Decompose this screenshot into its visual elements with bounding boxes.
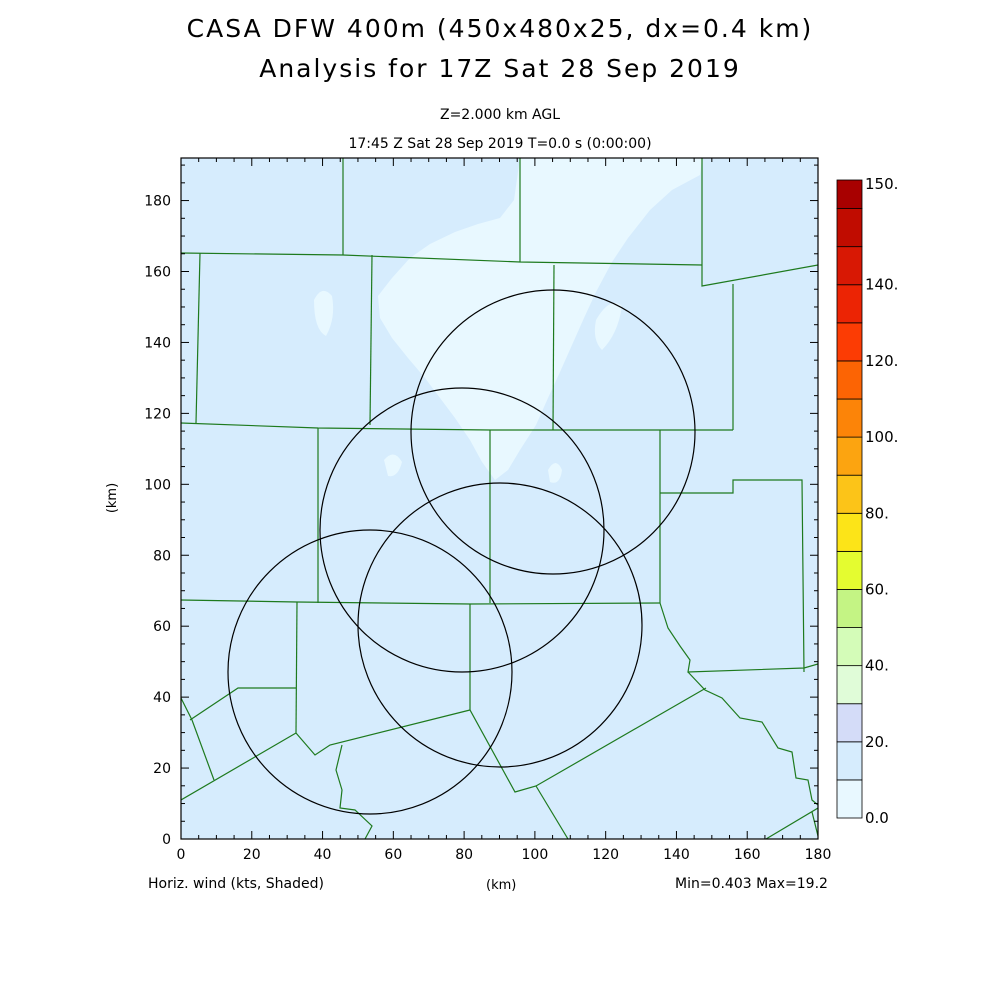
colorbar-swatch	[836, 398, 863, 438]
radar-ring-north	[410, 289, 696, 575]
y-tick-label: 0	[162, 832, 171, 848]
x-tick-label: 80	[455, 847, 473, 863]
x-tick-label: 60	[384, 847, 402, 863]
colorbar-swatch	[836, 665, 863, 705]
y-tick-label: 180	[144, 194, 171, 210]
colorbar	[836, 179, 863, 819]
minmax-label: Min=0.403 Max=19.2	[675, 876, 828, 892]
colorbar-swatch	[836, 627, 863, 667]
county-boundaries	[181, 158, 818, 839]
light-wind-patch-4	[384, 454, 402, 477]
radar-ring-southwest	[227, 529, 513, 815]
colorbar-label: 40.	[865, 657, 889, 675]
x-tick-label: 140	[663, 847, 690, 863]
colorbar-label: 150.	[865, 175, 898, 193]
y-tick-label: 40	[153, 690, 171, 706]
colorbar-label: 140.	[865, 276, 898, 294]
title-line-1: CASA DFW 400m (450x480x25, dx=0.4 km)	[186, 14, 814, 43]
light-wind-patch-3	[548, 463, 562, 483]
x-tick-label: 120	[592, 847, 619, 863]
title-line-2: Analysis for 17Z Sat 28 Sep 2019	[259, 54, 741, 83]
light-wind-patch-1	[314, 290, 334, 336]
y-axis-label: (km)	[105, 483, 120, 513]
level-label: Z=2.000 km AGL	[439, 107, 561, 123]
colorbar-swatch	[836, 436, 863, 476]
y-tick-label: 100	[144, 477, 171, 493]
x-axis-label: (km)	[486, 878, 517, 893]
y-tick-label: 140	[144, 335, 171, 351]
colorbar-label: 120.	[865, 352, 898, 370]
colorbar-labels: 0.0 20. 40. 60. 80. 100. 120. 140. 150.	[865, 175, 898, 827]
colorbar-swatch	[836, 284, 863, 324]
y-tick-label: 120	[144, 406, 171, 422]
x-tick-label: 40	[314, 847, 332, 863]
colorbar-swatch	[836, 550, 863, 590]
colorbar-swatch	[836, 779, 863, 819]
colorbar-swatch	[836, 589, 863, 628]
variable-label: Horiz. wind (kts, Shaded)	[148, 876, 324, 892]
radar-ring-center	[319, 387, 605, 673]
colorbar-swatch	[836, 179, 863, 209]
x-tick-label: 180	[805, 847, 832, 863]
x-tick-labels: 0 20 40 60 80 100 120 140 160 180	[177, 847, 832, 863]
x-tick-label: 100	[522, 847, 549, 863]
colorbar-swatch	[836, 703, 863, 743]
time-label: 17:45 Z Sat 28 Sep 2019 T=0.0 s (0:00:00…	[348, 136, 652, 152]
light-wind-region	[378, 158, 702, 480]
colorbar-label: 20.	[865, 733, 889, 751]
colorbar-label: 100.	[865, 428, 898, 446]
axis-ticks	[180, 158, 819, 840]
radar-range-rings	[227, 289, 696, 815]
colorbar-swatch	[836, 208, 863, 248]
y-tick-label: 160	[144, 265, 171, 281]
colorbar-label: 80.	[865, 504, 889, 522]
y-tick-label: 20	[153, 761, 171, 777]
y-tick-label: 80	[153, 548, 171, 564]
y-tick-label: 60	[153, 619, 171, 635]
radar-ring-southeast	[357, 482, 643, 768]
x-tick-label: 160	[734, 847, 761, 863]
x-tick-label: 0	[177, 847, 186, 863]
colorbar-swatch	[836, 246, 863, 286]
light-wind-patch-2	[594, 303, 622, 350]
colorbar-swatch	[836, 474, 863, 514]
x-tick-label: 20	[243, 847, 261, 863]
colorbar-label: 0.0	[865, 809, 889, 827]
colorbar-swatch	[836, 741, 863, 781]
colorbar-swatch	[836, 360, 863, 400]
y-tick-labels: 0 20 40 60 80 100 120 140 160 180	[144, 194, 171, 848]
colorbar-label: 60.	[865, 580, 889, 598]
colorbar-swatch	[836, 322, 863, 362]
colorbar-swatch	[836, 512, 863, 552]
